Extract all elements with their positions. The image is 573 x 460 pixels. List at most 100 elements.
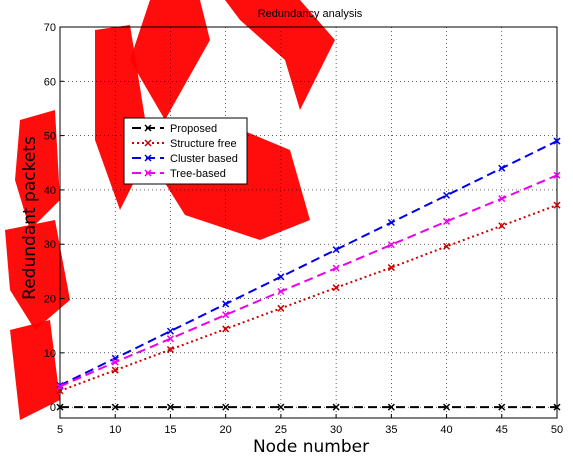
data-point [332,403,340,411]
data-point [222,300,230,308]
marker-stroke [498,195,506,203]
marker-stroke [222,300,230,308]
data-point [553,403,561,411]
watermark-shape [5,220,70,330]
marker-stroke [387,264,395,272]
x-tick-label: 35 [385,424,397,436]
data-point [222,311,230,319]
x-tick-label: 30 [330,424,342,436]
data-point [166,403,174,411]
y-tick-label: 0 [50,402,56,414]
data-point [166,327,174,335]
marker-stroke [332,284,340,292]
watermark-shape [10,320,60,420]
data-point [498,403,506,411]
chart-title: Redundancy analysis [258,8,363,20]
data-point [222,403,230,411]
marker-stroke [56,403,64,411]
marker-stroke [166,403,174,411]
marker-stroke [166,346,174,354]
marker-stroke [332,264,340,272]
marker-stroke [111,403,119,411]
y-tick-label: 20 [44,294,56,306]
legend-marker [144,154,152,162]
legend-marker [144,139,152,147]
marker-stroke [387,241,395,249]
data-point [443,242,451,250]
data-point [332,246,340,254]
marker-stroke [443,403,451,411]
series-line [59,204,558,392]
x-axis: 5 10 15 20 25 30 35 40 45 50 [57,414,563,436]
data-point [387,264,395,272]
x-tick-label: 45 [496,424,508,436]
legend-marker [144,124,152,132]
marker-stroke [332,403,340,411]
marker-stroke [332,246,340,254]
data-point [111,358,119,366]
marker-stroke [111,358,119,366]
marker-stroke [553,137,561,145]
data-point [332,284,340,292]
data-point [387,403,395,411]
y-tick-label: 50 [44,131,56,143]
x-tick-label: 50 [551,424,563,436]
data-point [222,325,230,333]
x-tick-label: 15 [164,424,176,436]
data-point [387,241,395,249]
y-tick-label: 10 [44,348,56,360]
watermark-shape [130,0,210,120]
data-point [443,217,451,225]
data-point [166,335,174,343]
y-tick-label: 70 [44,22,56,34]
data-point [277,403,285,411]
y-axis: 0 10 20 30 40 50 60 70 [44,22,64,414]
data-point [111,403,119,411]
marker-stroke [443,217,451,225]
data-point [443,403,451,411]
watermark-shape [15,110,60,230]
legend-item: Tree-based [132,168,226,180]
marker-stroke [443,191,451,199]
legend-label: Structure free [170,138,237,150]
legend-label: Tree-based [170,168,226,180]
marker-stroke [166,327,174,335]
y-axis-title: Redundant packets [20,136,40,300]
x-tick-label: 10 [109,424,121,436]
marker-stroke [553,201,561,209]
data-point [443,191,451,199]
legend-label: Cluster based [170,153,238,165]
marker-stroke [553,171,561,179]
data-point [332,264,340,272]
y-tick-label: 30 [44,239,56,251]
data-point [498,195,506,203]
marker-stroke [166,335,174,343]
data-point [56,382,64,391]
series-line [59,174,558,388]
data-point [553,171,561,179]
marker-stroke [277,403,285,411]
data-point [277,287,285,295]
x-tick-label: 25 [275,424,287,436]
legend-item: Structure free [132,138,237,150]
data-point [498,164,506,172]
marker-stroke [443,242,451,250]
x-axis-title: Node number [253,437,369,457]
marker-stroke [277,273,285,281]
legend-box [123,117,248,185]
data-point [387,218,395,227]
y-tick-label: 60 [44,76,56,88]
data-point [553,137,561,145]
data-point [56,403,64,411]
x-tick-label: 5 [57,424,63,436]
legend-item: Proposed [132,123,217,135]
marker-stroke [222,311,230,319]
data-point [553,201,561,209]
marker-stroke [498,164,506,172]
legend: Proposed Structure free Cluster based Tree-… [123,117,248,185]
marker-stroke [277,287,285,295]
series-line [59,140,558,387]
x-tick-label: 40 [440,424,452,436]
y-tick-label: 40 [44,185,56,197]
